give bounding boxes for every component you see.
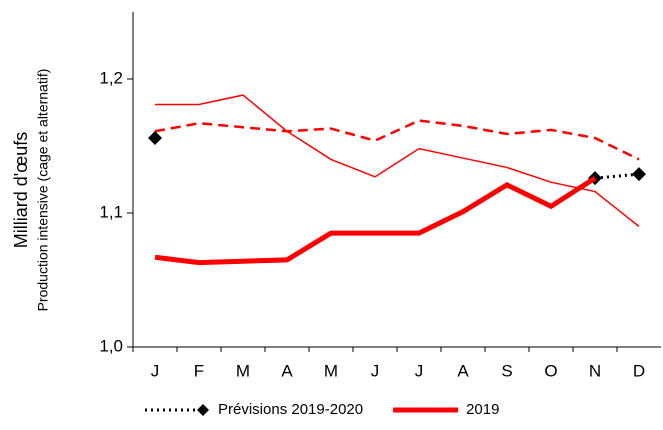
series-line (155, 94, 640, 227)
x-tick-label: A (457, 361, 469, 380)
y-axis-sublabel: Production intensive (cage et alternatif… (35, 69, 51, 312)
marker (148, 130, 162, 145)
x-tick-label: O (544, 361, 557, 380)
x-tick-label: J (415, 361, 424, 380)
x-tick-label: A (281, 361, 293, 380)
y-tick-label: 1,1 (99, 202, 123, 221)
legend-marker (197, 404, 209, 416)
x-tick-label: M (236, 361, 250, 380)
legend-label: Prévisions 2019-2020 (218, 401, 363, 418)
x-tick-label: J (371, 361, 380, 380)
y-tick-label: 1,2 (99, 68, 123, 87)
series-line (154, 176, 597, 266)
y-axis-label: Milliard d'œufs (11, 132, 31, 248)
x-tick-label: M (324, 361, 338, 380)
x-tick-label: J (151, 361, 160, 380)
legend-label: 2019 (466, 401, 499, 418)
x-tick-label: N (589, 361, 601, 380)
marker (632, 167, 646, 182)
x-tick-label: F (194, 361, 204, 380)
series-line (594, 172, 640, 180)
x-tick-label: S (501, 361, 512, 380)
x-tick-label: D (633, 361, 645, 380)
series-line (154, 119, 640, 161)
y-tick-label: 1,0 (99, 336, 123, 355)
